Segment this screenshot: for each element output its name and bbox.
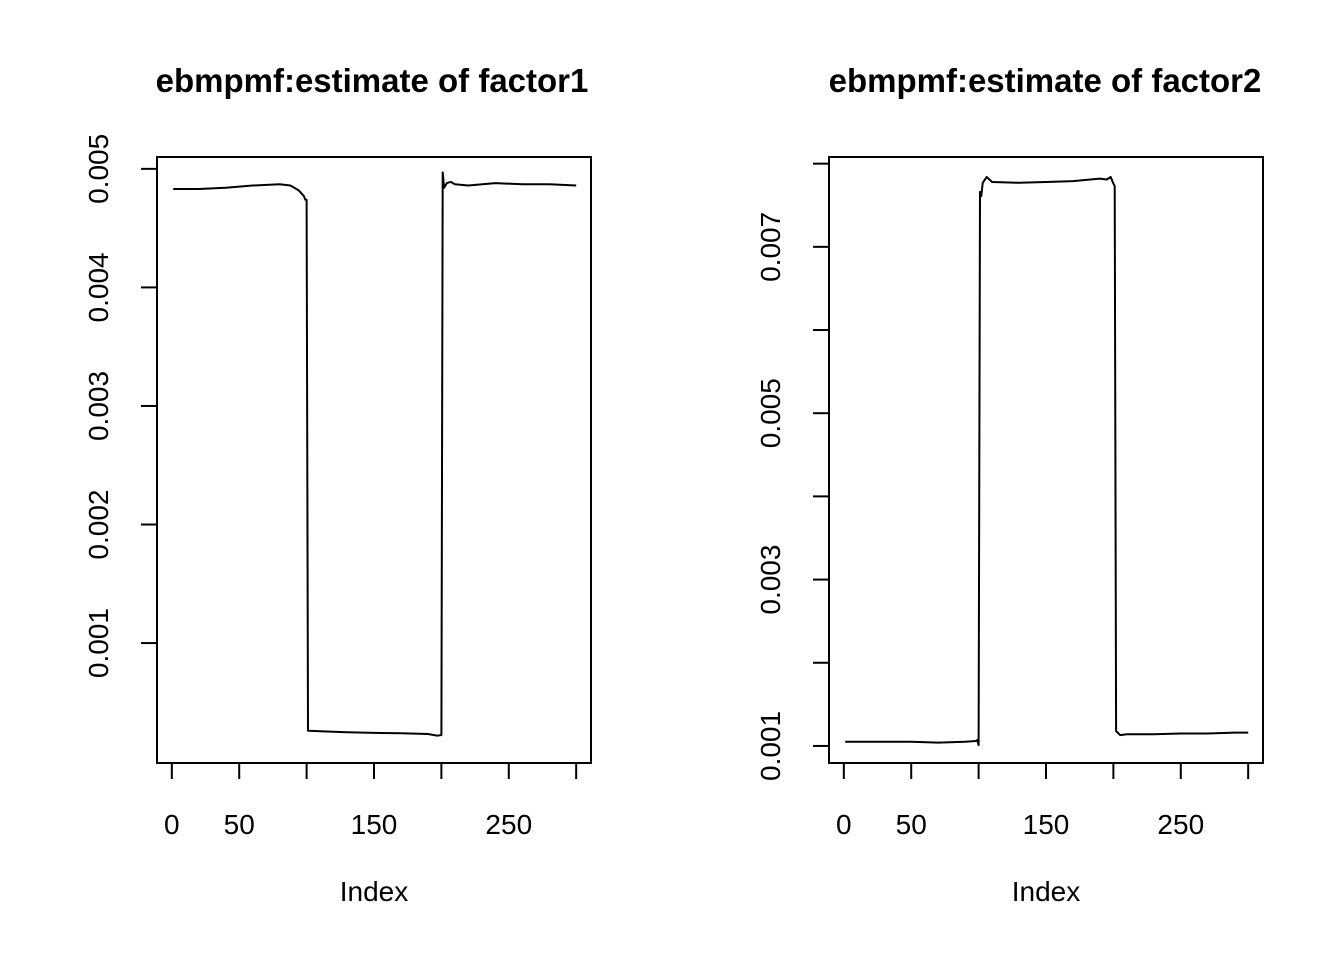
x-tick-label: 0	[836, 809, 852, 840]
y-tick-label: 0.007	[755, 212, 786, 282]
x-tick-label: 250	[485, 809, 532, 840]
y-tick-label: 0.005	[755, 378, 786, 448]
x-tick-label: 150	[1023, 809, 1070, 840]
series-line-1	[845, 176, 1249, 747]
y-tick-label: 0.003	[755, 545, 786, 615]
plot-frame	[828, 156, 1264, 764]
series-line-1	[173, 171, 577, 737]
chart-panel-2: ebmpmf:estimate of factor2 0 50 150 250 Index…	[755, 62, 1264, 907]
y-tick-label: 0.005	[83, 134, 114, 204]
chart-title: ebmpmf:estimate of factor2	[829, 62, 1262, 99]
x-tick-label: 150	[351, 809, 398, 840]
y-tick-label: 0.001	[755, 711, 786, 781]
x-tick-label: 250	[1157, 809, 1204, 840]
x-axis-label: Index	[1012, 876, 1081, 907]
chart-title: ebmpmf:estimate of factor1	[156, 62, 589, 99]
y-tick-label: 0.003	[83, 371, 114, 441]
chart-panel-1: ebmpmf:estimate of factor1 0 50 150 250 Index…	[83, 62, 592, 907]
x-tick-label: 0	[164, 809, 180, 840]
x-tick-label: 50	[896, 809, 927, 840]
plot-frame	[156, 156, 592, 764]
y-tick-label: 0.002	[83, 489, 114, 559]
y-tick-label: 0.001	[83, 608, 114, 678]
x-axis-label: Index	[340, 876, 409, 907]
x-tick-label: 50	[224, 809, 255, 840]
y-tick-label: 0.004	[83, 252, 114, 322]
